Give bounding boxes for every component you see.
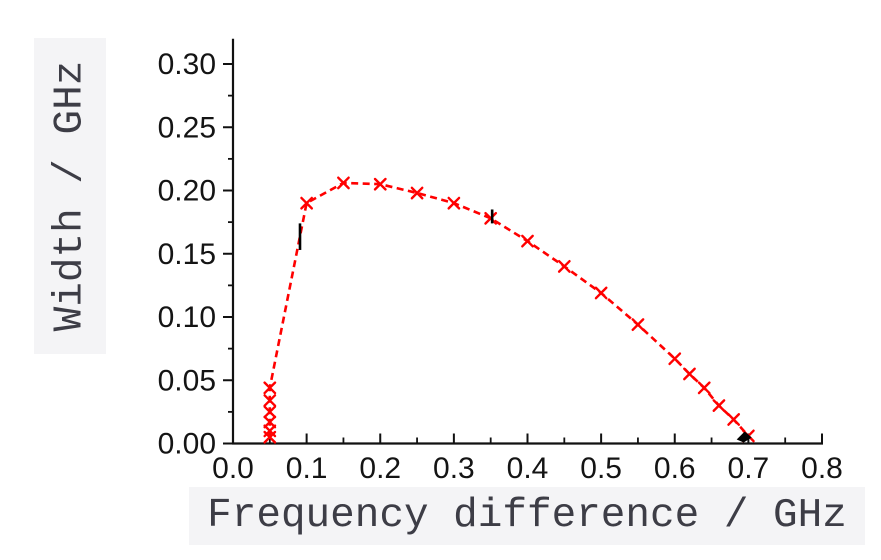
data-point-marker <box>263 405 277 419</box>
x-axis-tick-label: 0.5 <box>580 452 622 485</box>
y-axis-tick-label: 0.30 <box>158 48 216 81</box>
data-point-marker <box>521 234 534 248</box>
data-point-marker <box>683 367 696 381</box>
data-point-marker <box>631 318 645 331</box>
y-axis-tick-label: 0.00 <box>158 428 216 461</box>
y-axis-tick-label: 0.25 <box>158 111 216 144</box>
data-point-marker <box>697 381 711 395</box>
data-point-marker <box>263 424 277 438</box>
x-axis-tick-label: 0.4 <box>507 452 549 485</box>
data-point-marker <box>712 399 726 412</box>
x-axis-tick-label: 0.6 <box>654 452 696 485</box>
data-series-line <box>268 181 750 438</box>
data-point-marker <box>594 286 608 300</box>
y-axis-tick-label: 0.15 <box>158 238 216 271</box>
data-point-marker <box>557 260 571 273</box>
x-axis-title: Frequency difference / GHz <box>189 487 865 545</box>
data-point-marker <box>337 176 350 190</box>
x-axis-tick-label: 0.8 <box>801 452 843 485</box>
data-point-marker <box>373 177 387 191</box>
data-point-marker <box>727 413 741 426</box>
data-point-marker <box>263 394 277 407</box>
y-axis-title: Width / GHz <box>34 38 106 354</box>
data-point-marker <box>410 186 424 200</box>
data-point-marker <box>447 196 461 210</box>
x-axis-tick-label: 0.3 <box>433 452 475 485</box>
data-point-marker <box>668 352 682 366</box>
black-endpoint-annotation <box>736 431 752 443</box>
data-point-marker <box>263 381 277 395</box>
data-point-marker <box>300 196 314 210</box>
y-axis-tick-label: 0.05 <box>158 364 216 397</box>
y-axis-tick-label: 0.10 <box>158 301 216 334</box>
data-point-marker <box>484 211 498 225</box>
x-axis-tick-label: 0.1 <box>286 452 328 485</box>
x-axis-tick-label: 0.2 <box>359 452 401 485</box>
x-axis-tick-label: 0.0 <box>212 452 254 485</box>
data-point-marker <box>263 415 277 429</box>
y-axis-title-text: Width / GHz <box>47 60 93 332</box>
y-axis-tick-label: 0.20 <box>158 175 216 208</box>
x-axis-tick-label: 0.7 <box>728 452 770 485</box>
